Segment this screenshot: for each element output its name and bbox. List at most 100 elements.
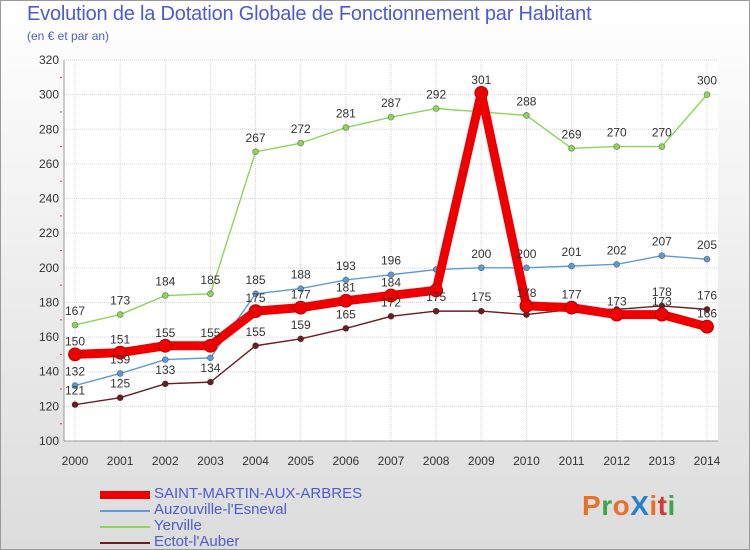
x-tick-label: 2014: [694, 454, 721, 468]
data-label: 196: [381, 254, 401, 268]
data-point: [252, 290, 259, 298]
data-label: 121: [65, 384, 85, 398]
data-point: [293, 300, 308, 315]
data-label: 172: [381, 295, 401, 309]
data-label: 181: [336, 281, 356, 295]
data-label: 173: [607, 295, 627, 309]
x-tick-label: 2003: [197, 454, 224, 468]
data-point: [68, 347, 82, 362]
x-tick-label: 2006: [333, 454, 360, 468]
data-point: [207, 378, 214, 386]
data-point: [432, 307, 440, 315]
x-tick-label: 2000: [62, 454, 89, 468]
data-label: 202: [607, 243, 627, 257]
x-tick-label: 2010: [513, 454, 540, 468]
logo-letter: r: [601, 490, 613, 521]
data-label: 155: [246, 325, 266, 339]
data-label: 267: [246, 131, 266, 145]
data-point: [387, 312, 395, 320]
logo-letter: i: [649, 490, 658, 521]
data-label: 132: [65, 365, 85, 379]
y-tick-label: 200: [39, 261, 59, 275]
data-label: 165: [336, 307, 356, 321]
data-label: 269: [562, 127, 582, 141]
data-point: [564, 300, 579, 315]
data-label: 166: [697, 307, 717, 321]
y-tick-label: 220: [39, 226, 59, 240]
data-label: 178: [652, 285, 672, 299]
data-point: [519, 299, 534, 313]
legend-label: Yerville: [154, 517, 202, 534]
data-point: [703, 255, 711, 263]
data-label: 200: [471, 247, 491, 261]
y-tick-label: 100: [39, 434, 59, 448]
data-label: 159: [291, 318, 311, 332]
data-label: 184: [381, 276, 401, 290]
data-point: [432, 105, 440, 112]
data-point: [203, 338, 218, 353]
data-label: 301: [471, 73, 491, 87]
legend-label: Auzouville-l'Esneval: [154, 501, 287, 518]
y-tick-label: 140: [39, 365, 59, 379]
data-point: [703, 91, 711, 99]
data-point: [158, 338, 173, 353]
logo-letter: P: [582, 490, 602, 521]
legend-swatch: [100, 526, 150, 528]
data-label: 176: [697, 288, 717, 302]
x-tick-label: 2005: [287, 454, 314, 468]
data-point: [387, 271, 395, 279]
y-tick-label: 300: [39, 88, 59, 102]
data-label: 175: [246, 291, 266, 305]
y-tick-label: 180: [39, 295, 59, 309]
legend-swatch: [100, 542, 150, 544]
data-point: [342, 276, 350, 284]
data-point: [523, 264, 530, 272]
data-point: [297, 285, 305, 293]
data-point: [252, 342, 259, 350]
y-tick-label: 120: [39, 399, 59, 413]
y-tick-label: 280: [39, 122, 59, 136]
data-point: [252, 148, 259, 156]
data-point: [384, 288, 398, 303]
data-point: [248, 304, 263, 319]
y-tick-label: 240: [39, 192, 59, 206]
data-point: [703, 305, 711, 313]
data-label: 177: [291, 288, 311, 302]
data-point: [654, 307, 669, 322]
data-point: [71, 382, 79, 389]
data-label: 287: [381, 96, 401, 110]
data-point: [477, 307, 485, 315]
data-label: 125: [110, 377, 130, 391]
data-point: [338, 293, 353, 308]
logo-letter: o: [612, 490, 631, 521]
data-label: 292: [426, 87, 446, 101]
data-label: 175: [426, 290, 446, 304]
data-label: 201: [562, 245, 582, 259]
data-point: [297, 335, 305, 343]
x-tick-label: 2002: [152, 454, 179, 468]
data-point: [658, 252, 666, 260]
data-label: 151: [110, 333, 130, 347]
data-label: 134: [200, 361, 220, 375]
data-point: [71, 321, 79, 329]
data-point: [609, 307, 624, 322]
legend-label: SAINT-MARTIN-AUX-ARBRES: [154, 485, 363, 502]
data-point: [161, 292, 169, 299]
data-point: [429, 283, 444, 298]
proxiti-logo: ProXiti: [582, 490, 676, 522]
data-label: 207: [652, 235, 672, 249]
legend-swatch: [100, 510, 150, 512]
x-tick-label: 2001: [107, 454, 134, 468]
data-label: 173: [110, 294, 130, 308]
data-label: 288: [516, 94, 536, 108]
data-point: [161, 380, 169, 388]
data-label: 300: [697, 74, 717, 88]
x-tick-label: 2013: [649, 454, 676, 468]
legend-label: Ectot-l'Auber: [154, 533, 240, 550]
logo-letter: t: [657, 490, 668, 521]
data-point: [116, 311, 124, 318]
data-label: 167: [65, 304, 85, 318]
data-point: [387, 113, 395, 121]
data-point: [523, 112, 530, 119]
data-label: 281: [336, 107, 356, 121]
